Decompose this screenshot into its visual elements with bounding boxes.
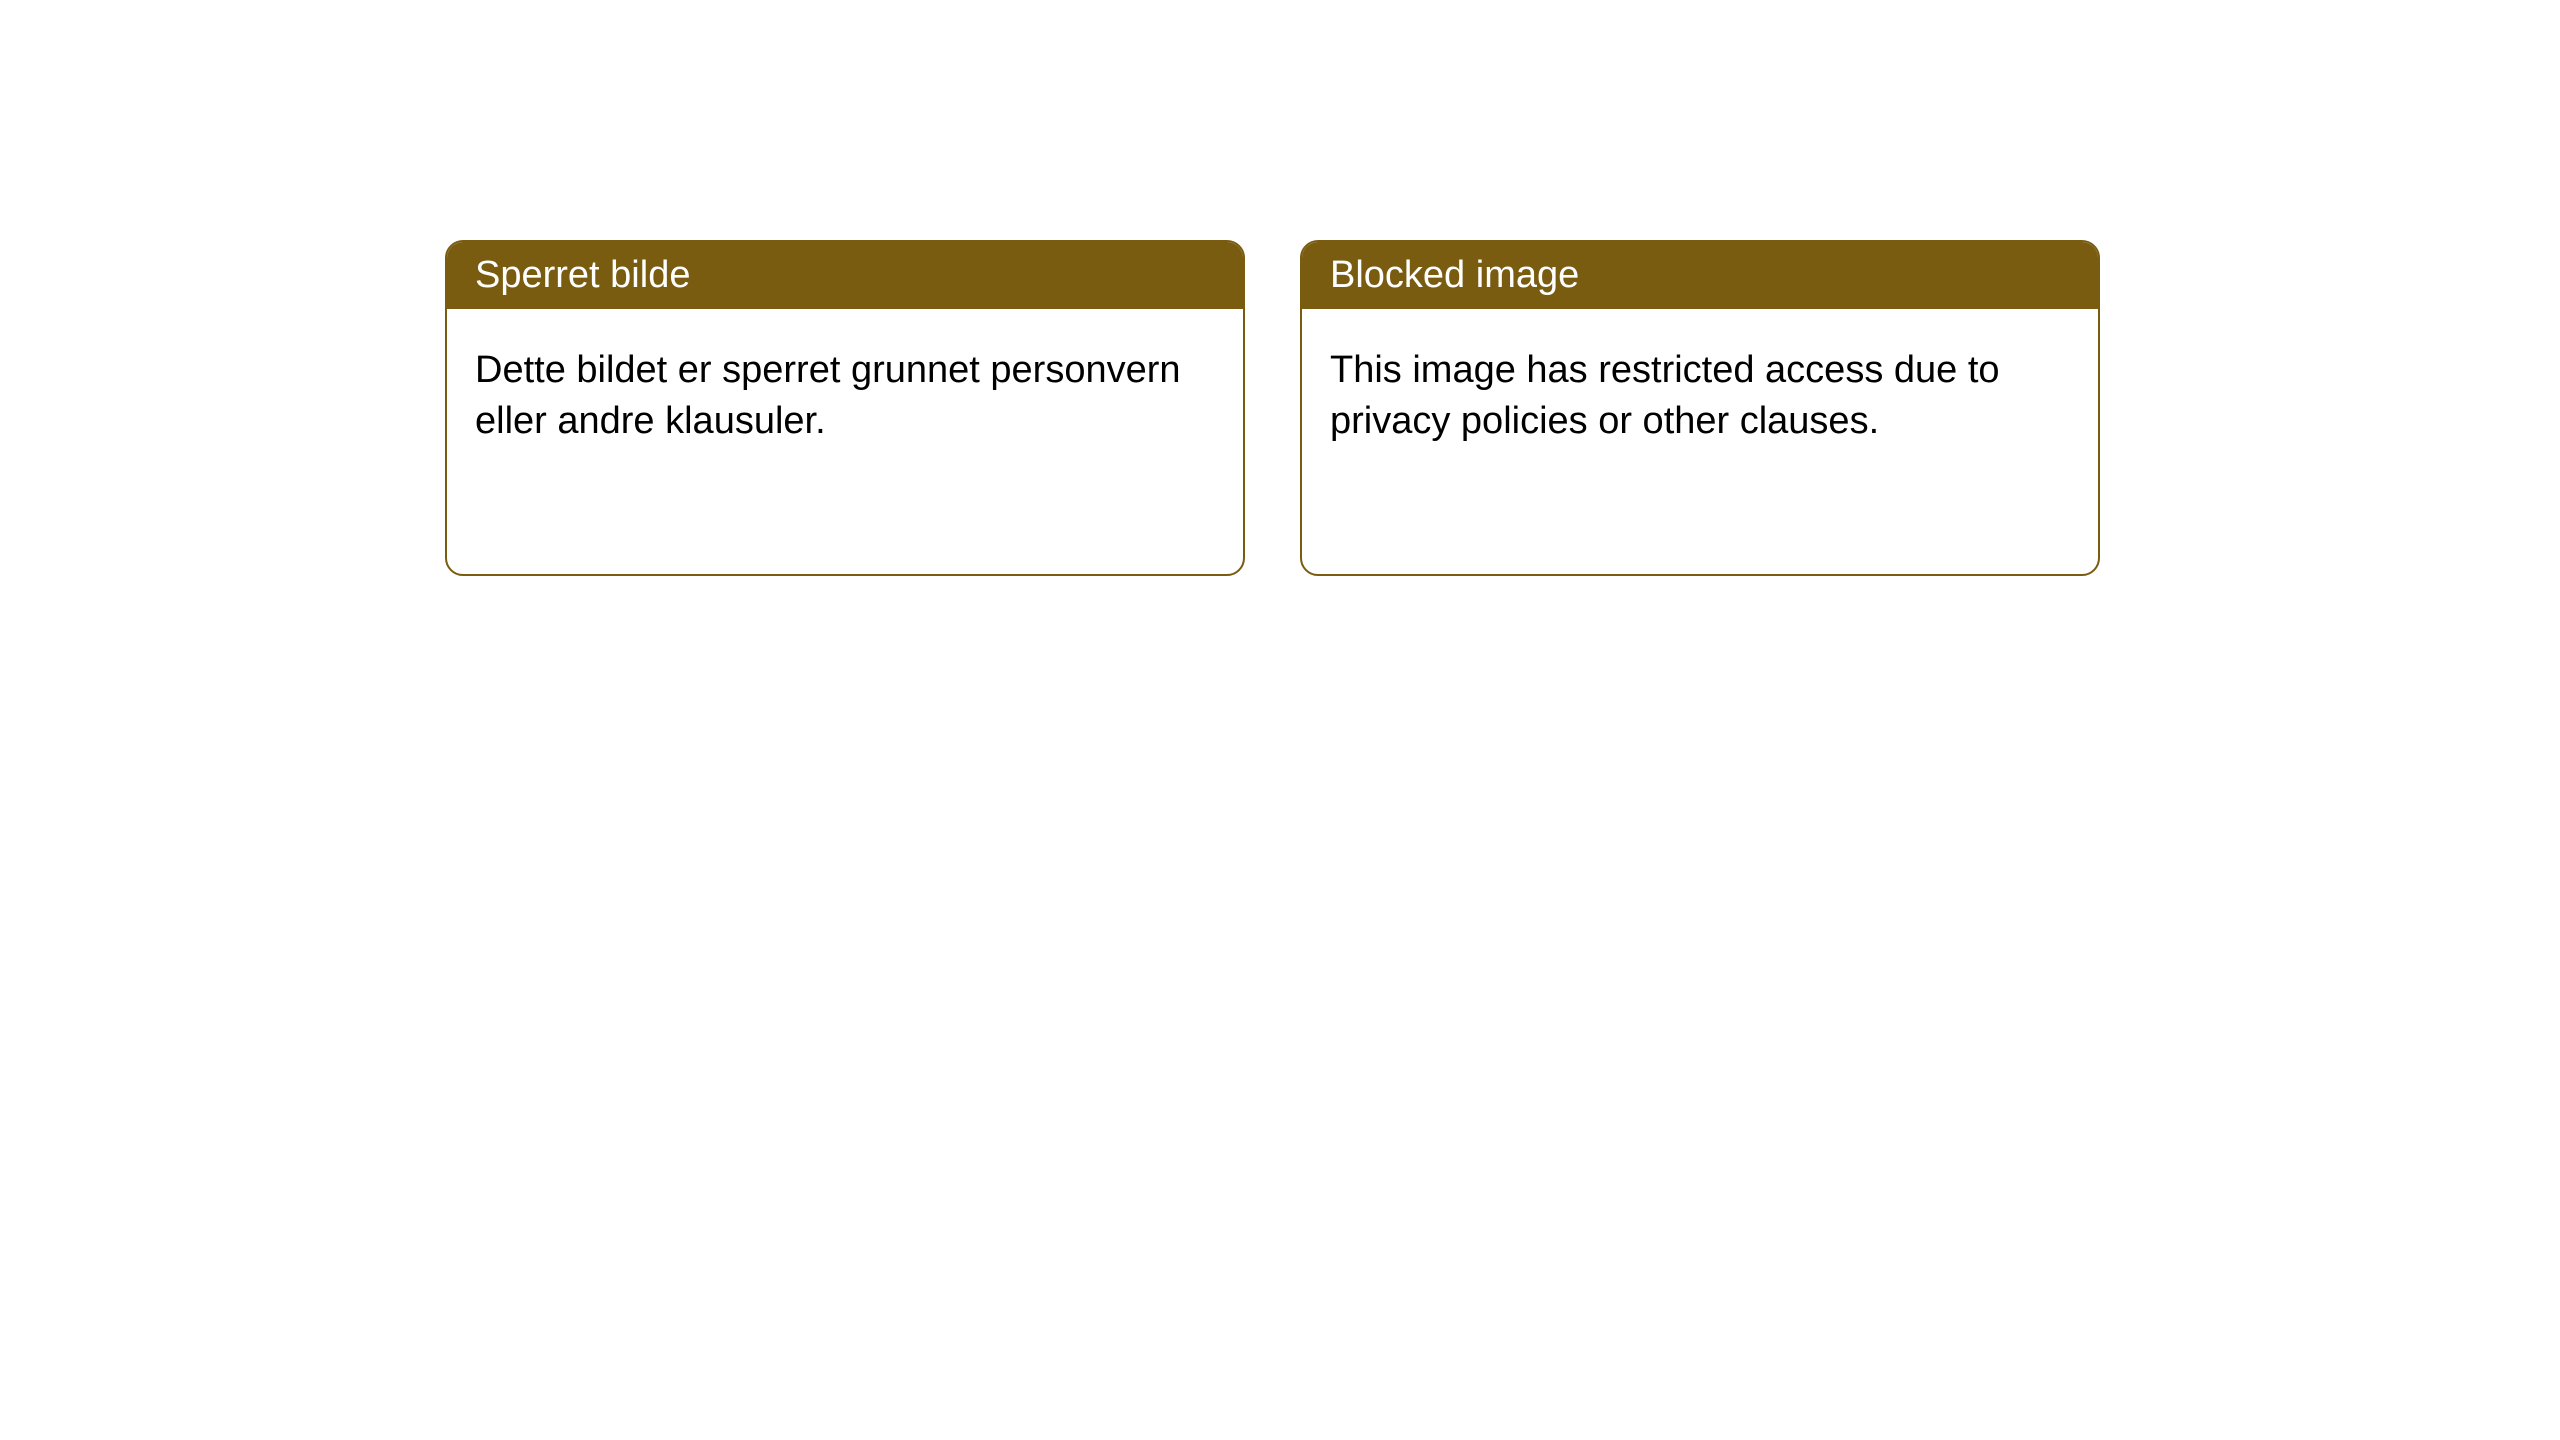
notice-header: Sperret bilde xyxy=(447,242,1243,309)
notice-header: Blocked image xyxy=(1302,242,2098,309)
notice-body: Dette bildet er sperret grunnet personve… xyxy=(447,309,1243,484)
notice-card-norwegian: Sperret bilde Dette bildet er sperret gr… xyxy=(445,240,1245,576)
notice-body: This image has restricted access due to … xyxy=(1302,309,2098,484)
notice-card-english: Blocked image This image has restricted … xyxy=(1300,240,2100,576)
notice-container: Sperret bilde Dette bildet er sperret gr… xyxy=(0,0,2560,576)
